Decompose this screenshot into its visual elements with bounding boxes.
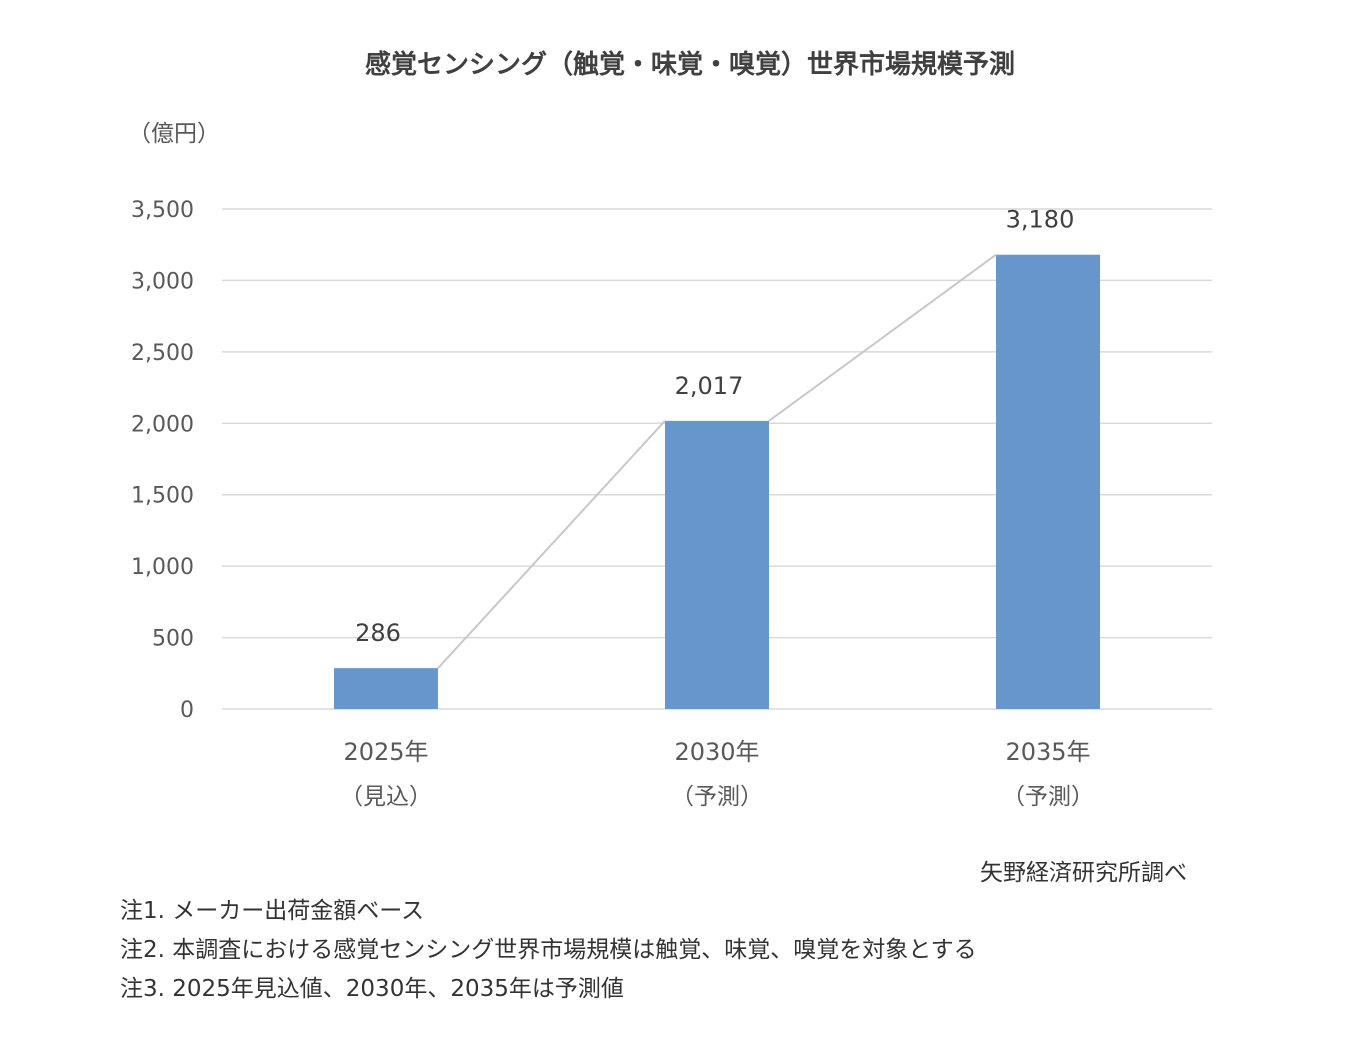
x-axis-ticks: 2025年 （見込） 2030年 （予測） 2035年 （予測） (340, 738, 1094, 810)
x-tick-label: 2025年 (343, 738, 428, 766)
footnote: 注1. メーカー出荷金額ベース (120, 898, 425, 924)
footnote: 注3. 2025年見込値、2030年、2035年は予測値 (120, 976, 624, 1002)
footnote: 注2. 本調査における感覚センシング世界市場規模は触覚、味覚、嗅覚を対象とする (120, 937, 977, 963)
source-credit: 矢野経済研究所調べ (980, 860, 1187, 886)
x-tick-label: 2035年 (1005, 738, 1090, 766)
bar (334, 668, 438, 709)
bar-chart: 0 500 1,000 1,500 2,000 2,500 3,000 3,500 286 2,… (131, 198, 1212, 810)
data-label: 3,180 (1006, 206, 1075, 234)
y-tick-label: 2,000 (131, 412, 194, 437)
y-tick-label: 3,500 (131, 198, 194, 223)
connector-line (437, 253, 997, 669)
y-axis-ticks: 0 500 1,000 1,500 2,000 2,500 3,000 3,500 (131, 198, 194, 723)
bar (996, 254, 1100, 709)
x-tick-label: 2030年 (674, 738, 759, 766)
y-tick-label: 3,000 (131, 269, 194, 294)
data-label: 2,017 (675, 372, 744, 400)
y-axis-unit-label: （億円） (128, 121, 220, 147)
x-tick-sublabel: （予測） (671, 784, 763, 810)
x-tick-sublabel: （見込） (340, 784, 432, 810)
chart-title: 感覚センシング（触覚・味覚・嗅覚）世界市場規模予測 (364, 50, 1015, 80)
y-tick-label: 0 (180, 698, 194, 723)
bars (334, 254, 1100, 709)
y-tick-label: 1,000 (131, 555, 194, 580)
x-tick-sublabel: （予測） (1002, 784, 1094, 810)
y-tick-label: 500 (152, 627, 194, 652)
bar (665, 420, 769, 709)
footnotes: 注1. メーカー出荷金額ベース 注2. 本調査における感覚センシング世界市場規模… (120, 892, 977, 1009)
series-connector-line (437, 253, 997, 669)
y-tick-label: 1,500 (131, 484, 194, 509)
y-tick-label: 2,500 (131, 341, 194, 366)
data-label: 286 (355, 619, 401, 647)
data-labels: 286 2,017 3,180 (355, 206, 1074, 647)
